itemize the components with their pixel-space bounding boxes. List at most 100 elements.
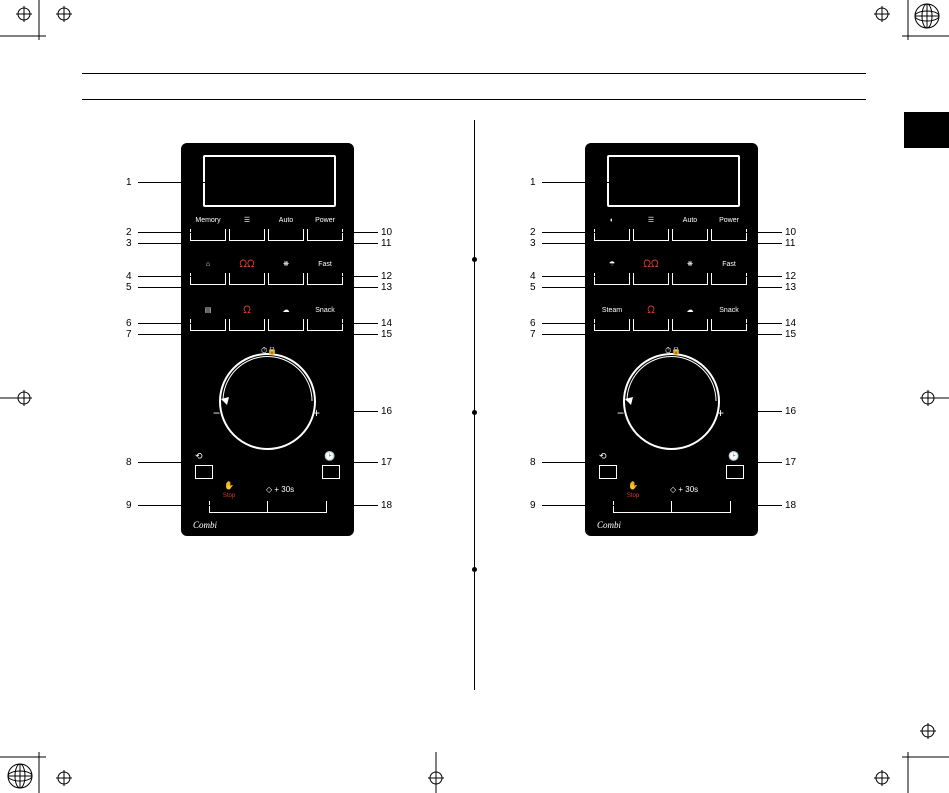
callout-leader [138, 334, 213, 335]
panel-button[interactable] [307, 319, 343, 331]
control-panel-B: ◐☰AutoPower☂ᘯᘯ❋FastSteam Cleanᘯ☁Snack−+⏱… [585, 143, 758, 536]
manual-page [0, 0, 949, 793]
stop-icon: ✋Stop [621, 481, 645, 499]
callout-number: 12 [785, 271, 796, 282]
callout-number: 9 [126, 500, 132, 511]
panel-button[interactable] [711, 229, 747, 241]
panel-button[interactable] [633, 273, 669, 285]
svg-text:⏱🔒: ⏱🔒 [665, 347, 681, 355]
button-icon: Memory [190, 215, 226, 227]
panel-button[interactable] [307, 229, 343, 241]
callout-number: 8 [126, 457, 132, 468]
callout-leader [542, 334, 617, 335]
callout-number: 11 [381, 238, 391, 249]
divider-dot [472, 410, 477, 415]
panel-button[interactable] [633, 229, 669, 241]
button-icon: ❋ [672, 259, 708, 271]
panel-button[interactable] [711, 319, 747, 331]
panel-button[interactable] [672, 319, 708, 331]
callout-number: 5 [126, 282, 132, 293]
callout-number: 1 [530, 177, 536, 188]
svg-text:−: − [617, 406, 624, 420]
callout-number: 8 [530, 457, 536, 468]
panel-button[interactable] [268, 319, 304, 331]
callout-leader [333, 243, 378, 244]
brand-label: Combi [597, 520, 621, 530]
rotary-dial[interactable]: −+⏱🔒 [219, 353, 316, 450]
button-icon: ☰ [633, 215, 669, 227]
side-button-right[interactable] [726, 465, 744, 479]
callout-leader [138, 462, 213, 463]
callout-number: 2 [126, 227, 132, 238]
rotary-dial[interactable]: −+⏱🔒 [623, 353, 720, 450]
callout-number: 18 [785, 500, 796, 511]
panel-button[interactable] [229, 319, 265, 331]
callout-number: 4 [126, 271, 132, 282]
panel-button[interactable] [190, 319, 226, 331]
plus-30s-label: ◇ + 30s [266, 485, 294, 494]
button-icon: Fast [307, 259, 343, 271]
divider-dot [472, 567, 477, 572]
callout-leader [737, 411, 782, 412]
callout-number: 7 [530, 329, 536, 340]
callout-number: 6 [530, 318, 536, 329]
start-button[interactable] [209, 501, 327, 513]
panel-button[interactable] [268, 229, 304, 241]
page-tab [904, 112, 949, 148]
panel-button[interactable] [190, 273, 226, 285]
button-icon: Snack [307, 305, 343, 317]
callout-leader [333, 334, 378, 335]
callout-leader [737, 243, 782, 244]
side-button-right[interactable] [322, 465, 340, 479]
lcd-display [607, 155, 740, 207]
panel-button[interactable] [268, 273, 304, 285]
callout-number: 16 [785, 406, 796, 417]
callout-leader [737, 287, 782, 288]
start-button[interactable] [613, 501, 731, 513]
button-icon: Auto [672, 215, 708, 227]
callout-leader [333, 287, 378, 288]
callout-leader [542, 182, 617, 183]
brand-label: Combi [193, 520, 217, 530]
callout-number: 15 [381, 329, 392, 340]
callout-leader [542, 462, 617, 463]
panel-button[interactable] [672, 273, 708, 285]
panel-button[interactable] [229, 229, 265, 241]
panel-button[interactable] [672, 229, 708, 241]
panel-button[interactable] [594, 229, 630, 241]
callout-leader [737, 505, 782, 506]
button-icon: ☂ [594, 259, 630, 271]
rule-top-1 [82, 73, 866, 74]
plus-30s-label: ◇ + 30s [670, 485, 698, 494]
panel-button[interactable] [711, 273, 747, 285]
button-icon: ᘯ [633, 305, 669, 317]
callout-leader [333, 462, 378, 463]
panel-button[interactable] [190, 229, 226, 241]
column-divider [474, 120, 475, 690]
button-icon: ᘯᘯ [229, 259, 265, 271]
panel-button[interactable] [307, 273, 343, 285]
button-icon: Fast [711, 259, 747, 271]
callout-leader [138, 276, 213, 277]
callout-number: 14 [785, 318, 796, 329]
button-icon: ᘯ [229, 305, 265, 317]
button-icon: Snack [711, 305, 747, 317]
side-button-left[interactable] [599, 465, 617, 479]
panel-button[interactable] [229, 273, 265, 285]
panel-button[interactable] [594, 319, 630, 331]
panel-button[interactable] [594, 273, 630, 285]
svg-text:−: − [213, 406, 220, 420]
control-panel-A: Memory☰AutoPower⌂ᘯᘯ❋Fast▤ᘯ☁Snack−+⏱🔒⟲🕑✋S… [181, 143, 354, 536]
callout-leader [138, 182, 213, 183]
lcd-display [203, 155, 336, 207]
button-icon: ❋ [268, 259, 304, 271]
callout-leader [138, 323, 213, 324]
panel-button[interactable] [633, 319, 669, 331]
side-button-left[interactable] [195, 465, 213, 479]
button-icon: ☰ [229, 215, 265, 227]
button-icon: Power [307, 215, 343, 227]
callout-number: 2 [530, 227, 536, 238]
button-icon: Auto [268, 215, 304, 227]
svg-text:⏱🔒: ⏱🔒 [261, 347, 277, 355]
button-icon: Power [711, 215, 747, 227]
